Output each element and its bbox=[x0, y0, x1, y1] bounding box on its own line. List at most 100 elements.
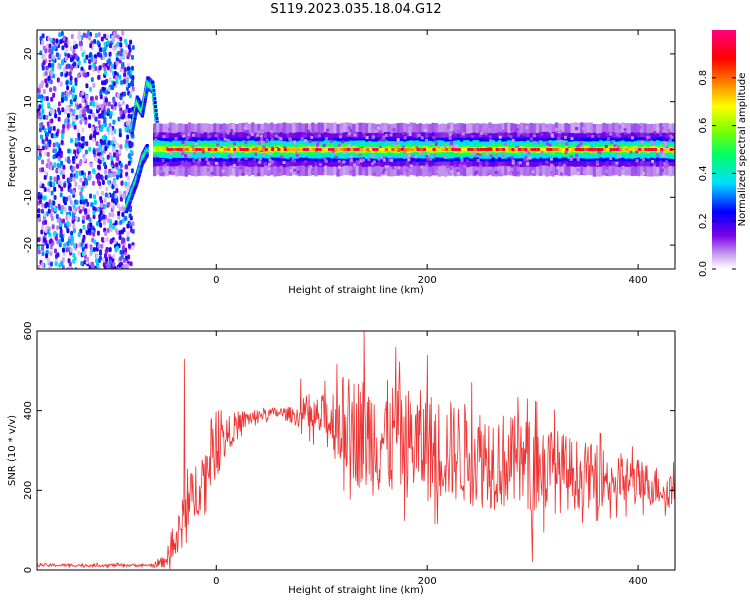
faint-pixel bbox=[604, 144, 608, 148]
faint-pixel bbox=[623, 132, 627, 136]
noise-pixel bbox=[40, 134, 43, 140]
noise-pixel bbox=[112, 261, 116, 267]
noise-pixel bbox=[80, 66, 84, 72]
noise-pixel bbox=[118, 128, 122, 134]
upper-branch-pixel bbox=[152, 91, 156, 95]
faint-pixel bbox=[277, 136, 281, 140]
noise-pixel bbox=[126, 175, 130, 181]
noise-pixel bbox=[43, 237, 46, 243]
noise-pixel bbox=[51, 224, 55, 230]
noise-pixel bbox=[98, 65, 102, 71]
faint-pixel bbox=[498, 135, 502, 139]
noise-pixel bbox=[89, 43, 93, 49]
carrier-core bbox=[255, 148, 259, 151]
faint-pixel bbox=[268, 158, 272, 162]
noise-pixel bbox=[130, 80, 134, 86]
noise-pixel bbox=[69, 200, 73, 206]
carrier-core bbox=[584, 148, 588, 151]
faint-pixel bbox=[270, 129, 273, 133]
faint-pixel bbox=[336, 172, 340, 176]
noise-pixel bbox=[130, 227, 133, 233]
carrier-core bbox=[410, 148, 414, 151]
noise-pixel bbox=[118, 190, 122, 196]
noise-pixel bbox=[92, 82, 96, 88]
upper-branch-pixel bbox=[153, 97, 157, 100]
carrier-core bbox=[555, 148, 559, 151]
noise-pixel bbox=[127, 254, 131, 260]
carrier-core bbox=[290, 148, 294, 151]
noise-pixel bbox=[99, 47, 103, 53]
faint-pixel bbox=[186, 135, 190, 139]
upper-branch-pixel bbox=[142, 107, 146, 111]
carrier-core bbox=[176, 148, 180, 151]
noise-pixel bbox=[72, 49, 76, 55]
faint-pixel bbox=[223, 137, 227, 141]
noise-pixel bbox=[57, 203, 61, 209]
faint-pixel bbox=[309, 165, 313, 169]
faint-pixel bbox=[663, 162, 667, 166]
noise-pixel bbox=[37, 94, 41, 100]
faint-pixel bbox=[508, 171, 511, 175]
noise-pixel bbox=[66, 228, 70, 234]
noise-pixel bbox=[40, 122, 44, 127]
carrier-core bbox=[429, 148, 433, 151]
faint-pixel bbox=[437, 169, 441, 173]
faint-pixel bbox=[617, 144, 620, 148]
carrier-core bbox=[362, 148, 366, 151]
carrier-core bbox=[328, 148, 332, 151]
faint-pixel bbox=[349, 155, 353, 159]
noise-pixel bbox=[95, 258, 98, 264]
faint-pixel bbox=[458, 164, 462, 168]
carrier-core bbox=[517, 148, 521, 151]
faint-pixel bbox=[420, 165, 424, 169]
carrier-core bbox=[419, 148, 423, 151]
colorbar-tick-label: 0.0 bbox=[698, 261, 709, 277]
noise-pixel bbox=[62, 251, 66, 257]
noise-pixel bbox=[89, 101, 93, 107]
noise-pixel bbox=[94, 33, 98, 38]
noise-pixel bbox=[128, 93, 132, 99]
faint-pixel bbox=[281, 128, 285, 132]
noise-pixel bbox=[112, 152, 116, 158]
faint-pixel bbox=[463, 164, 467, 168]
noise-pixel bbox=[37, 237, 41, 243]
noise-pixel bbox=[48, 53, 52, 59]
noise-pixel bbox=[45, 65, 49, 71]
carrier-core bbox=[400, 148, 404, 151]
faint-pixel bbox=[509, 135, 513, 139]
noise-pixel bbox=[99, 138, 103, 144]
faint-pixel bbox=[461, 132, 465, 136]
faint-pixel bbox=[426, 158, 430, 161]
noise-pixel bbox=[101, 109, 105, 115]
faint-pixel bbox=[437, 163, 441, 167]
noise-pixel bbox=[75, 215, 79, 221]
snr-ticks: 0 200 400 0 200 400 600 bbox=[23, 321, 675, 587]
noise-pixel bbox=[90, 202, 94, 208]
noise-pixel bbox=[81, 90, 85, 96]
noise-pixel bbox=[103, 237, 107, 243]
faint-pixel bbox=[489, 154, 493, 158]
faint-pixel bbox=[593, 128, 597, 132]
noise-pixel bbox=[89, 244, 93, 250]
noise-pixel bbox=[89, 222, 93, 228]
faint-pixel bbox=[672, 149, 675, 153]
faint-pixel bbox=[536, 169, 540, 173]
noise-pixel bbox=[62, 36, 66, 41]
lower-branch-pixel bbox=[145, 146, 149, 150]
faint-pixel bbox=[341, 140, 345, 144]
noise-pixel bbox=[119, 249, 123, 255]
noise-pixel bbox=[120, 180, 124, 186]
faint-pixel bbox=[570, 137, 574, 141]
noise-pixel bbox=[52, 54, 56, 60]
lower-branch-pixel bbox=[145, 148, 149, 152]
carrier-core bbox=[435, 148, 439, 151]
noise-pixel bbox=[88, 123, 92, 129]
noise-pixel bbox=[90, 261, 94, 267]
noise-pixel bbox=[115, 79, 119, 85]
faint-pixel bbox=[456, 171, 460, 175]
faint-pixel bbox=[511, 161, 515, 165]
noise-pixel bbox=[99, 94, 103, 100]
faint-pixel bbox=[527, 151, 531, 155]
faint-pixel bbox=[576, 168, 580, 172]
noise-pixel bbox=[107, 218, 111, 224]
